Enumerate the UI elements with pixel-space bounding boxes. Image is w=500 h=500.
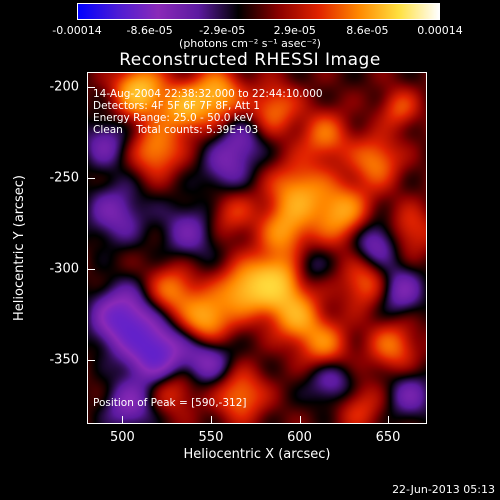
- y-tick-label: -250: [49, 170, 79, 186]
- y-tick-label: -350: [49, 352, 79, 368]
- colorbar-gradient: [78, 4, 439, 19]
- x-tick-mark: [388, 416, 390, 423]
- y-tick-mark: [88, 268, 95, 270]
- chart-title: Reconstructed RHESSI Image: [119, 50, 381, 70]
- colorbar-tick-label: 0.00014: [417, 24, 463, 37]
- x-tick-label: 600: [287, 430, 312, 445]
- heatmap-image: [88, 73, 426, 423]
- colorbar-tick-label: -8.6e-05: [126, 24, 173, 37]
- x-tick-mark: [210, 416, 212, 423]
- y-tick-label: -300: [49, 261, 79, 277]
- colorbar-tick-label: 8.6e-05: [346, 24, 389, 37]
- y-axis-label: Heliocentric Y (arcsec): [12, 175, 27, 321]
- y-tick-mark: [88, 360, 95, 362]
- annotation-peak-position: Position of Peak = [590,-312]: [93, 397, 247, 409]
- x-tick-mark: [122, 416, 124, 423]
- colorbar: [77, 3, 440, 20]
- colorbar-tick-label: -0.00014: [52, 24, 102, 37]
- y-tick-mark: [88, 86, 95, 88]
- x-axis-label: Heliocentric X (arcsec): [183, 447, 331, 462]
- x-tick-label: 650: [375, 430, 401, 445]
- colorbar-tick-label: 2.9e-05: [273, 24, 316, 37]
- y-tick-mark: [88, 177, 95, 179]
- colorbar-units: (photons cm⁻² s⁻¹ asec⁻²): [179, 37, 321, 50]
- y-tick-label: -200: [49, 79, 79, 95]
- x-tick-label: 550: [198, 430, 224, 445]
- colorbar-tick-label: -2.9e-05: [199, 24, 246, 37]
- plot-area: [87, 72, 427, 424]
- x-tick-label: 500: [109, 430, 135, 445]
- timestamp: 22-Jun-2013 05:13: [392, 483, 495, 496]
- annotation-total-counts: Clean Total counts: 5.39E+03: [93, 124, 259, 136]
- annotation-energy-range: Energy Range: 25.0 - 50.0 keV: [93, 112, 254, 124]
- annotation-detectors: Detectors: 4F 5F 6F 7F 8F, Att 1: [93, 100, 260, 112]
- x-tick-mark: [299, 416, 301, 423]
- annotation-time-range: 14-Aug-2004 22:38:32.000 to 22:44:10.000: [93, 88, 323, 100]
